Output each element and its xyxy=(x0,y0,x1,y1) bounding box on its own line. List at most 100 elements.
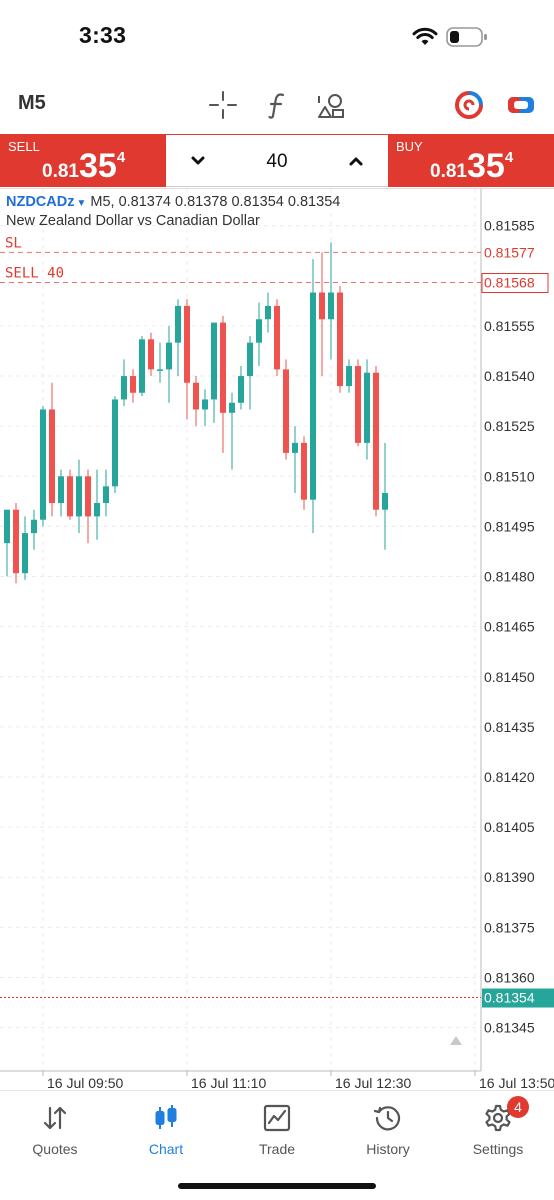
sell-price: 0.81354 xyxy=(42,147,126,185)
candle-body xyxy=(76,476,82,517)
candle-body xyxy=(31,519,37,534)
volume-value[interactable]: 40 xyxy=(266,151,288,172)
order-price-marker xyxy=(481,273,549,294)
y-tick-label: 0.81375 xyxy=(484,919,535,935)
y-tick-label: 0.81510 xyxy=(484,468,535,484)
y-tick-label: 0.81480 xyxy=(484,569,535,585)
chart-toolbar: M5 xyxy=(0,78,554,134)
volume-decrease-icon[interactable] xyxy=(186,149,210,173)
sell-button[interactable]: SELL 0.81354 xyxy=(0,134,166,187)
candle-body xyxy=(292,442,298,453)
buy-label: BUY xyxy=(396,139,423,154)
candle-body xyxy=(103,486,109,504)
trade-panel: SELL 0.81354 40 BUY 0.81354 xyxy=(0,134,554,188)
buy-price: 0.81354 xyxy=(430,147,514,185)
candle-body xyxy=(238,376,244,403)
tab-settings[interactable]: 4 Settings xyxy=(443,1096,553,1163)
arrows-up-down-icon xyxy=(43,1106,67,1130)
y-tick-label: 0.81360 xyxy=(484,969,535,985)
tab-quotes[interactable]: Quotes xyxy=(0,1103,110,1163)
y-tick-label: 0.81465 xyxy=(484,619,535,635)
trend-chart-icon xyxy=(263,1104,291,1132)
volume-increase-icon[interactable] xyxy=(344,149,368,173)
timeframe-selector[interactable]: M5 xyxy=(18,92,46,114)
symbol-dropdown-icon[interactable]: ▼ xyxy=(76,198,87,209)
candle-body xyxy=(220,322,226,413)
y-tick-label: 0.81525 xyxy=(484,418,535,434)
x-tick-label: 16 Jul 12:30 xyxy=(335,1075,411,1091)
candle-body xyxy=(112,399,118,487)
x-tick-label: 16 Jul 09:50 xyxy=(47,1075,123,1091)
candle-body xyxy=(301,442,307,500)
candle-body xyxy=(166,342,172,370)
tab-settings-label: Settings xyxy=(472,1141,524,1157)
tab-trade[interactable]: Trade xyxy=(222,1103,332,1163)
tab-chart[interactable]: Chart xyxy=(111,1103,221,1163)
symbol-description: New Zealand Dollar vs Canadian Dollar xyxy=(6,213,260,229)
crosshair-icon[interactable] xyxy=(208,90,238,120)
y-tick-label: 0.81450 xyxy=(484,669,535,685)
y-tick-label: 0.81435 xyxy=(484,719,535,735)
candle-body xyxy=(382,493,388,510)
current-price-marker xyxy=(482,988,554,1008)
price-level-label: SL xyxy=(5,235,22,251)
candle-body xyxy=(202,399,208,410)
symbol-name[interactable]: NZDCADz xyxy=(6,194,75,210)
tab-history[interactable]: History xyxy=(333,1103,443,1163)
x-tick-label: 16 Jul 11:10 xyxy=(191,1075,266,1091)
chart-shift-marker xyxy=(450,1036,462,1045)
indicators-icon[interactable] xyxy=(262,90,292,120)
tab-history-label: History xyxy=(366,1141,410,1157)
status-time: 3:33 xyxy=(79,22,127,48)
one-click-trading-icon[interactable] xyxy=(454,90,484,120)
candle-body xyxy=(130,376,136,393)
candle-body xyxy=(211,322,217,400)
price-level-label: SELL 40 xyxy=(5,266,64,282)
candle-body xyxy=(247,342,253,377)
chart-area[interactable]: 0.81585 0.81555 0.81540 0.81525 0.81510 0.814… xyxy=(0,188,554,1091)
candle-body xyxy=(40,409,46,520)
candle-body xyxy=(229,402,235,413)
y-tick-label: 0.81585 xyxy=(484,218,535,234)
candle-body xyxy=(355,366,361,443)
buy-button[interactable]: BUY 0.81354 xyxy=(388,134,554,187)
candle-body xyxy=(283,369,289,453)
sl-price-label: 0.81577 xyxy=(484,244,535,260)
candle-body xyxy=(13,509,19,574)
candle-body xyxy=(85,476,91,517)
trade-toggle-icon[interactable] xyxy=(506,90,536,120)
candle-body xyxy=(67,476,73,517)
objects-icon[interactable] xyxy=(316,90,346,120)
settings-badge: 4 xyxy=(507,1096,529,1118)
y-tick-label: 0.81420 xyxy=(484,769,535,785)
y-tick-label: 0.81540 xyxy=(484,368,535,384)
candle-body xyxy=(139,339,145,393)
home-indicator xyxy=(178,1183,376,1189)
sl-price-backdrop xyxy=(482,243,552,262)
candle-body xyxy=(337,292,343,387)
candle-body xyxy=(94,503,100,517)
candle-body xyxy=(310,292,316,500)
candle-body xyxy=(175,305,181,343)
bottom-tab-bar: Quotes Chart Trade History xyxy=(0,1090,554,1200)
candle-body xyxy=(157,369,163,371)
candle-body xyxy=(373,372,379,510)
y-tick-label: 0.81495 xyxy=(484,518,535,534)
candle-body xyxy=(58,476,64,504)
candle-body xyxy=(121,376,127,400)
y-tick-label: 0.81405 xyxy=(484,819,535,835)
candle-body xyxy=(4,509,10,544)
candle-body xyxy=(256,319,262,343)
candle-body xyxy=(265,305,271,320)
volume-control: 40 xyxy=(166,134,388,187)
price-chart[interactable]: 0.81585 0.81555 0.81540 0.81525 0.81510 0.814… xyxy=(0,189,554,1091)
candle-body xyxy=(193,382,199,410)
wifi-icon xyxy=(412,27,438,45)
candle-body xyxy=(274,305,280,370)
battery-icon xyxy=(446,27,487,47)
y-tick-label: 0.81345 xyxy=(484,1020,535,1036)
order-price-label: 0.81568 xyxy=(484,275,535,291)
tab-trade-label: Trade xyxy=(258,1141,296,1157)
candle-body xyxy=(148,339,154,370)
status-bar: 3:33 xyxy=(0,0,554,78)
